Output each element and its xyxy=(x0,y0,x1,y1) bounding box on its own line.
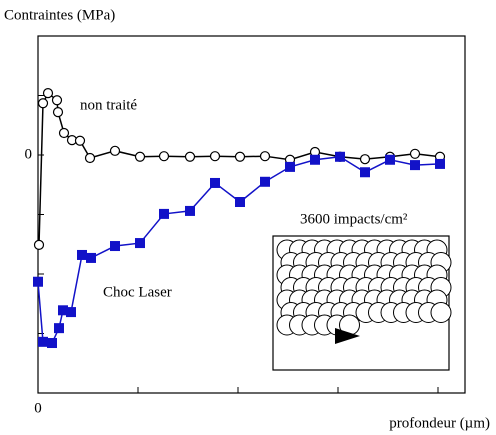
point xyxy=(52,107,64,118)
point xyxy=(410,160,420,171)
point xyxy=(435,158,445,169)
point xyxy=(33,276,43,287)
point xyxy=(385,154,395,165)
point xyxy=(51,95,63,106)
point xyxy=(335,151,345,162)
y-tick-label: 0 xyxy=(25,146,33,162)
series-label: Choc Laser xyxy=(103,284,172,300)
series-line xyxy=(37,156,441,344)
point xyxy=(409,148,421,159)
point xyxy=(110,241,120,252)
impact xyxy=(430,302,452,323)
scan-arrow xyxy=(335,328,360,344)
point xyxy=(42,88,54,99)
point xyxy=(285,161,295,172)
y-axis-label: Contraintes (MPa) xyxy=(4,7,115,23)
point xyxy=(77,249,87,260)
point xyxy=(86,252,96,263)
point xyxy=(210,177,220,188)
point xyxy=(159,208,169,219)
annotation: 3600 impacts/cm² xyxy=(300,211,408,227)
point xyxy=(66,307,76,318)
series-label: non traité xyxy=(80,97,137,113)
point xyxy=(74,135,86,146)
x-tick-label: 0 xyxy=(34,400,42,416)
point xyxy=(84,152,96,164)
point xyxy=(360,167,370,178)
point xyxy=(54,323,64,334)
point xyxy=(37,98,49,109)
point xyxy=(58,305,68,316)
point xyxy=(259,151,271,162)
point xyxy=(38,336,48,347)
point xyxy=(33,239,45,250)
x-axis-label: profondeur (µm) xyxy=(389,415,490,431)
point xyxy=(109,145,121,156)
point xyxy=(134,151,146,162)
point xyxy=(58,127,70,139)
point xyxy=(135,238,145,249)
point xyxy=(158,151,170,162)
point xyxy=(184,151,196,162)
point xyxy=(185,205,195,216)
point xyxy=(47,338,57,349)
point xyxy=(235,197,245,208)
point xyxy=(310,154,320,165)
inset xyxy=(272,235,452,371)
point xyxy=(359,154,371,165)
point xyxy=(234,151,246,162)
point xyxy=(260,176,270,187)
point xyxy=(209,151,221,162)
